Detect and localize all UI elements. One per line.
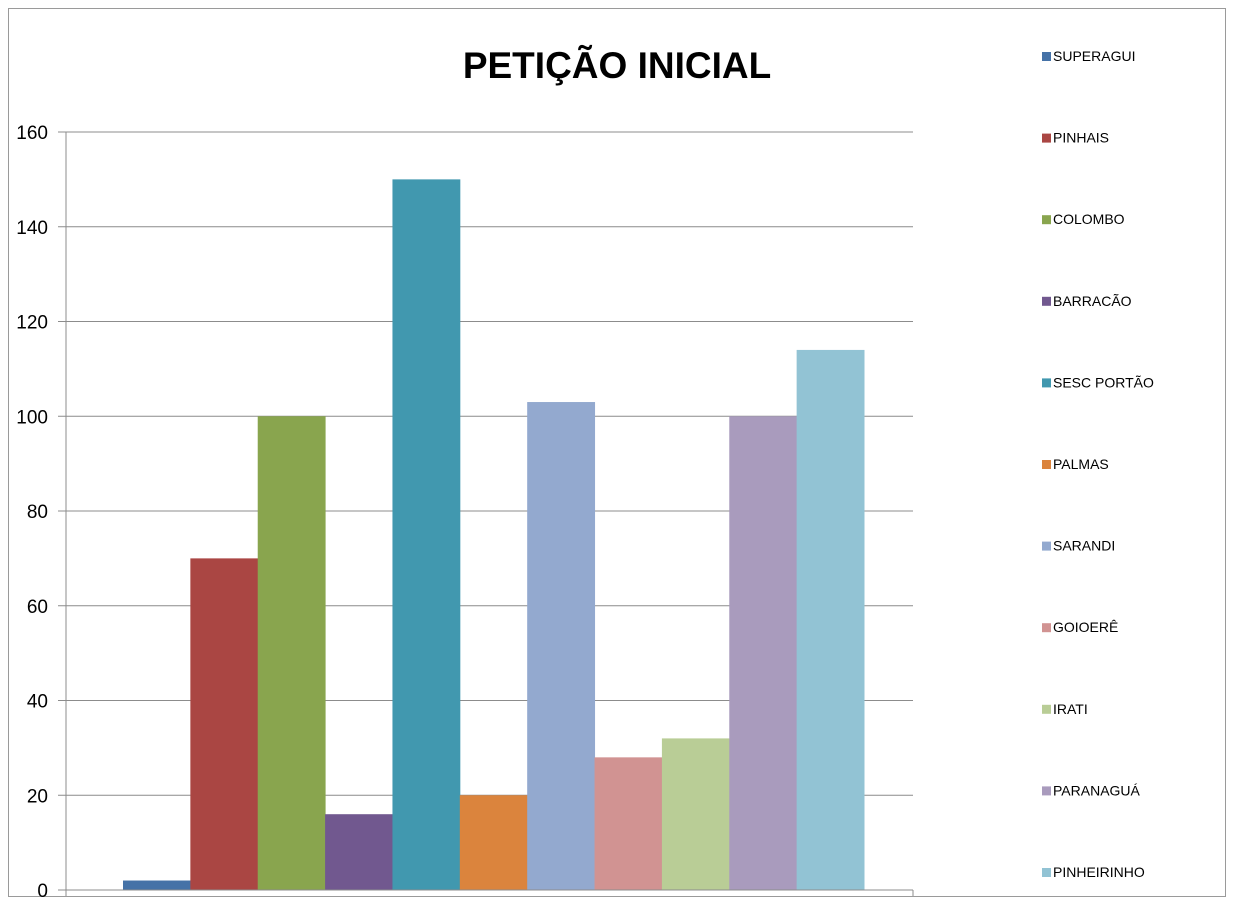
legend-label: SUPERAGUI	[1053, 48, 1135, 64]
bar-sarandi	[527, 402, 596, 890]
legend-label: COLOMBO	[1053, 211, 1125, 227]
legend-swatch	[1042, 296, 1051, 306]
bar-colombo	[257, 416, 326, 890]
legend-swatch	[1042, 215, 1051, 225]
y-tick-label: 0	[37, 881, 48, 902]
bar-irati	[661, 738, 730, 890]
legend-swatch	[1042, 460, 1051, 469]
y-tick-label: 20	[27, 786, 48, 807]
legend-swatch	[1042, 786, 1051, 796]
legend-swatch	[1042, 378, 1051, 388]
legend-label: PINHAIS	[1053, 130, 1109, 146]
legend-label: SESC PORTÃO	[1053, 374, 1154, 390]
legend: SUPERAGUI PINHAIS COLOMBO BARRACÃO SESC PORT…	[1042, 48, 1154, 880]
chart-title: PETIÇÃO INICIAL	[463, 44, 771, 86]
y-tick-label: 40	[27, 692, 48, 713]
legend-swatch	[1042, 52, 1051, 61]
legend-label: PINHEIRINHO	[1053, 864, 1145, 880]
legend-swatch	[1042, 541, 1051, 551]
legend-swatch	[1042, 704, 1051, 714]
y-tick-label: 60	[27, 597, 48, 618]
bar-superagui	[123, 880, 191, 890]
y-axis-ticks: 0 20 40 60 80 100 120 140 160	[16, 123, 48, 902]
legend-swatch	[1042, 623, 1051, 633]
bar-pinheirinho	[796, 349, 865, 890]
bar-paranagu-	[729, 416, 798, 890]
bar-sesc-port-o	[392, 179, 461, 890]
y-tick-label: 120	[16, 313, 48, 334]
legend-label: PALMAS	[1053, 456, 1109, 472]
axes	[65, 132, 914, 896]
bar-pinhais	[190, 558, 259, 890]
y-tick-label: 100	[16, 407, 48, 428]
legend-label: BARRACÃO	[1053, 293, 1132, 309]
bars	[123, 179, 865, 890]
legend-label: IRATI	[1053, 701, 1088, 717]
legend-swatch	[1042, 133, 1051, 143]
legend-swatch	[1042, 868, 1051, 877]
y-tick-label: 80	[27, 502, 48, 523]
bar-goioer-	[594, 757, 663, 890]
y-tick-label: 160	[16, 123, 48, 144]
bar-barrac-o	[325, 814, 393, 890]
legend-label: GOIOERÊ	[1053, 619, 1118, 635]
bar-palmas	[459, 795, 528, 890]
legend-label: SARANDI	[1053, 538, 1115, 554]
y-tick-label: 140	[16, 218, 48, 239]
legend-label: PARANAGUÁ	[1053, 782, 1141, 798]
